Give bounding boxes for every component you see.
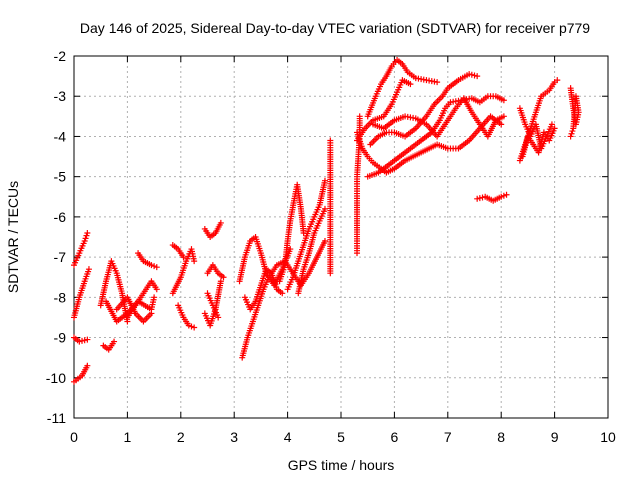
- data-point: [321, 177, 328, 184]
- x-tick-label: 6: [391, 429, 399, 445]
- x-tick-label: 5: [337, 429, 345, 445]
- plot-frame: [73, 55, 609, 419]
- data-point: [474, 73, 481, 80]
- data-point: [111, 338, 118, 345]
- y-tick-label: -9: [54, 330, 67, 346]
- data-point: [217, 219, 224, 226]
- y-axis-label: SDTVAR / TECUs: [5, 181, 21, 293]
- data-point: [471, 72, 478, 79]
- data-point: [191, 324, 198, 331]
- data-point: [554, 77, 561, 84]
- data-point: [81, 238, 88, 245]
- data-point: [356, 113, 363, 120]
- x-tick-label: 0: [70, 429, 78, 445]
- x-axis-label: GPS time / hours: [288, 457, 395, 473]
- data-point: [548, 121, 555, 128]
- data-point: [498, 121, 505, 128]
- data-point: [148, 262, 155, 269]
- data-point: [84, 362, 91, 369]
- data-point: [474, 195, 481, 202]
- data-points: [71, 57, 582, 385]
- data-point: [568, 130, 575, 137]
- data-point: [81, 337, 88, 344]
- data-point: [84, 336, 91, 343]
- data-point: [279, 290, 286, 297]
- data-point: [185, 322, 192, 329]
- x-tick-label: 7: [444, 429, 452, 445]
- y-tick-label: -3: [54, 88, 67, 104]
- y-tick-label: -11: [47, 410, 66, 426]
- data-point: [407, 81, 414, 88]
- data-point: [466, 71, 473, 78]
- data-point: [188, 323, 195, 330]
- data-point: [85, 266, 92, 273]
- y-tick-label: -10: [46, 370, 66, 386]
- data-point: [84, 229, 91, 236]
- gridlines: [74, 56, 608, 418]
- chart-title: Day 146 of 2025, Sidereal Day-to-day VTE…: [80, 20, 590, 36]
- data-point: [215, 314, 222, 321]
- x-tick-label: 10: [600, 429, 616, 445]
- y-tick-label: -8: [54, 289, 67, 305]
- x-tick-label: 8: [497, 429, 505, 445]
- data-point: [148, 310, 155, 317]
- data-point: [476, 195, 483, 202]
- data-point: [180, 254, 187, 261]
- data-point: [567, 133, 574, 140]
- data-point: [287, 246, 294, 253]
- data-point: [551, 125, 558, 132]
- data-point: [151, 263, 158, 270]
- data-point: [468, 71, 475, 78]
- data-point: [220, 274, 227, 281]
- data-point: [500, 192, 507, 199]
- y-tick-label: -2: [54, 48, 67, 64]
- data-point: [500, 113, 507, 120]
- y-tick-label: -4: [54, 128, 67, 144]
- data-point: [83, 232, 90, 239]
- x-tick-label: 1: [124, 429, 132, 445]
- data-point: [153, 286, 160, 293]
- x-tick-label: 9: [551, 429, 559, 445]
- data-point: [570, 125, 577, 132]
- data-point: [79, 337, 86, 344]
- data-point: [327, 270, 334, 277]
- data-point: [434, 79, 441, 86]
- data-point: [217, 278, 224, 285]
- data-point: [321, 205, 328, 212]
- data-point: [151, 294, 158, 301]
- y-tick-label: -7: [54, 249, 67, 265]
- data-point: [82, 235, 89, 242]
- data-point: [500, 97, 507, 104]
- y-tick-label: -5: [54, 169, 67, 185]
- x-tick-label: 3: [230, 429, 238, 445]
- y-tick-label: -6: [54, 209, 67, 225]
- x-tick-label: 2: [177, 429, 185, 445]
- data-point: [569, 128, 576, 135]
- data-point: [498, 193, 505, 200]
- data-point: [153, 264, 160, 271]
- data-point: [191, 258, 198, 265]
- data-point: [503, 191, 510, 198]
- data-point: [76, 338, 83, 345]
- x-tick-label: 4: [284, 429, 292, 445]
- data-point: [321, 238, 328, 245]
